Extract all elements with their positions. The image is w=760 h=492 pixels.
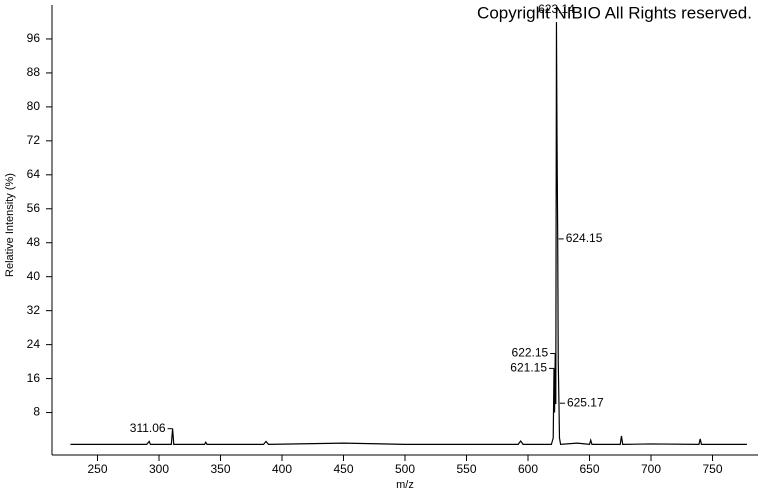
- x-tick-label: 600: [518, 462, 538, 476]
- y-tick-label: 8: [33, 405, 40, 419]
- peak-label: 625.17: [567, 395, 604, 409]
- x-tick-label: 500: [395, 462, 415, 476]
- y-tick-label: 24: [27, 337, 41, 351]
- y-tick-label: 48: [27, 235, 41, 249]
- x-tick-label: 650: [579, 462, 599, 476]
- x-tick-label: 250: [87, 462, 107, 476]
- y-tick-label: 96: [27, 31, 41, 45]
- x-tick-label: 300: [149, 462, 169, 476]
- y-tick-label: 72: [27, 133, 41, 147]
- peak-label: 621.15: [510, 361, 547, 375]
- peak-label: 622.15: [512, 346, 549, 360]
- peak-label: 624.15: [566, 231, 603, 245]
- x-tick-label: 700: [641, 462, 661, 476]
- y-axis-label: Relative Intensity (%): [4, 173, 16, 277]
- copyright: Copyright NIBIO All Rights reserved.: [477, 3, 752, 22]
- y-tick-label: 32: [27, 303, 41, 317]
- x-axis-label: m/z: [396, 479, 414, 491]
- spectrum-line: [70, 21, 747, 446]
- x-tick-label: 350: [210, 462, 230, 476]
- y-tick-label: 40: [27, 269, 41, 283]
- x-tick-label: 750: [702, 462, 722, 476]
- peak-label: 311.06: [130, 421, 166, 435]
- y-tick-label: 16: [27, 371, 41, 385]
- peak-label: 623.14: [538, 2, 575, 16]
- y-tick-label: 88: [27, 65, 41, 79]
- y-tick-label: 80: [27, 99, 41, 113]
- y-tick-label: 64: [27, 167, 41, 181]
- x-tick-label: 450: [333, 462, 353, 476]
- x-tick-label: 550: [456, 462, 476, 476]
- y-tick-label: 56: [27, 201, 41, 215]
- x-tick-label: 400: [272, 462, 292, 476]
